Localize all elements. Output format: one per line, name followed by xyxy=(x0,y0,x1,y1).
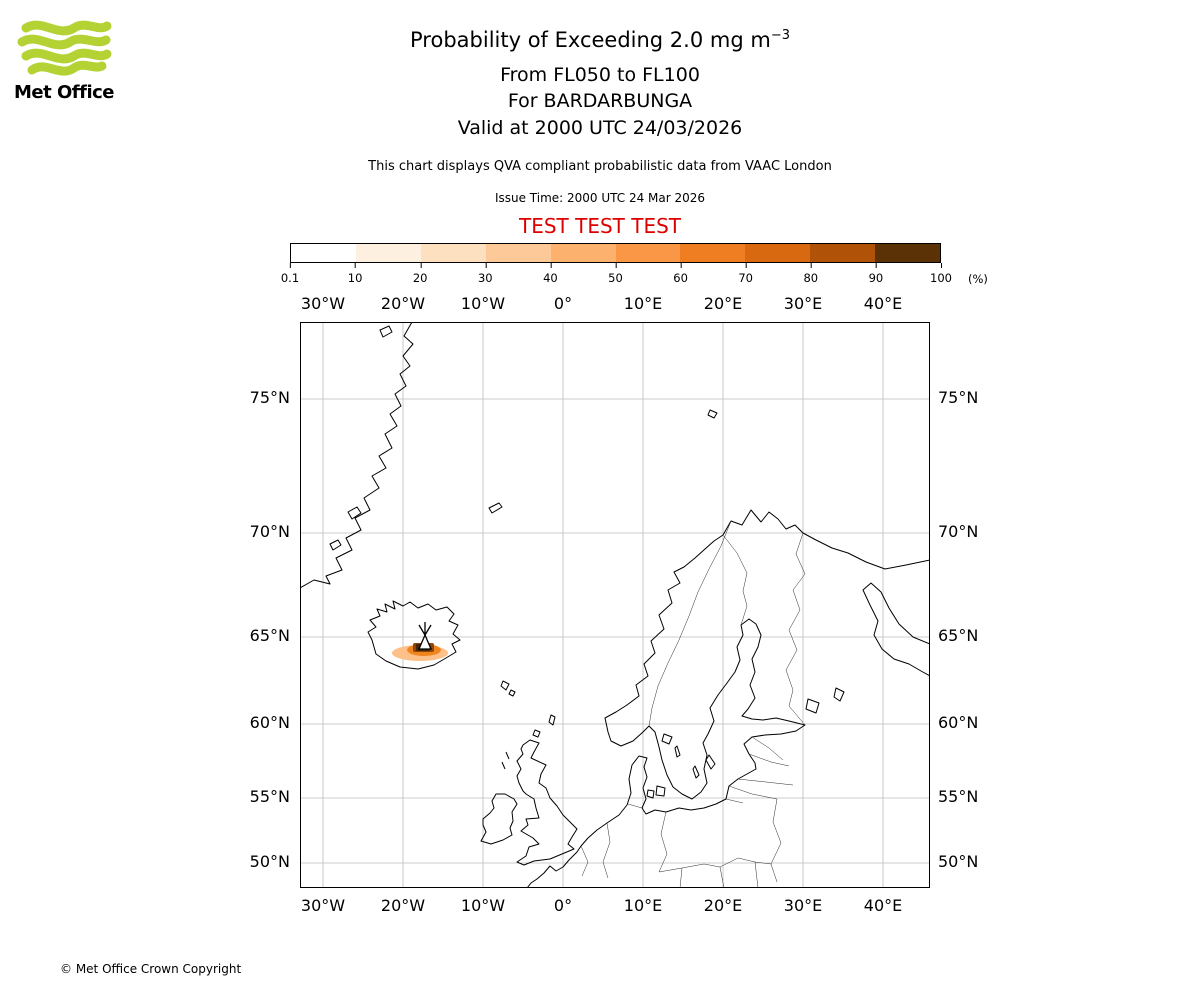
lon-tick-label-bottom: 20°E xyxy=(703,896,743,915)
colorbar-segment xyxy=(550,244,616,262)
greenland-islet xyxy=(329,539,342,551)
coastlines xyxy=(299,321,931,889)
lon-tick-label-top: 20°E xyxy=(703,294,743,313)
lat-tick-label-left: 75°N xyxy=(249,388,290,407)
colorbar-segment xyxy=(745,244,811,262)
lon-tick-label-top: 20°W xyxy=(380,294,426,313)
lon-tick-label-bottom: 30°W xyxy=(300,896,346,915)
lon-tick-label-bottom: 20°W xyxy=(380,896,426,915)
country-borders xyxy=(580,520,806,889)
qva-note: This chart displays QVA compliant probab… xyxy=(368,159,832,174)
colorbar-segment xyxy=(355,244,421,262)
met-office-logo: Met Office xyxy=(14,18,126,103)
gotland-island xyxy=(705,754,716,770)
iceland-coast xyxy=(367,600,461,670)
colorbar-tick-label: 50 xyxy=(608,263,623,285)
test-banner: TEST TEST TEST xyxy=(518,214,681,238)
greenland-islet xyxy=(379,325,393,338)
lat-tick-label-left: 70°N xyxy=(249,522,290,541)
white-sea-coast xyxy=(862,582,931,677)
colorbar-tick-label: 80 xyxy=(803,263,819,285)
logo-waves-icon xyxy=(17,20,112,76)
lat-tick-label-left: 55°N xyxy=(249,787,290,806)
lat-tick-label-right: 65°N xyxy=(938,626,979,645)
colorbar-segment xyxy=(810,244,876,262)
map-area xyxy=(299,321,931,889)
title-superscript: −3 xyxy=(770,28,790,43)
subtitle-volcano: For BARDARBUNGA xyxy=(507,90,693,112)
colorbar-segment xyxy=(615,244,681,262)
colorbar-segment xyxy=(680,244,746,262)
lat-tick-label-left: 65°N xyxy=(249,626,290,645)
colorbar-unit: (%) xyxy=(968,272,988,286)
map-canvas xyxy=(299,321,931,889)
logo-text: Met Office xyxy=(14,82,115,103)
hebrides-islands xyxy=(501,751,510,770)
greenland-islet xyxy=(347,506,362,520)
issue-time: Issue Time: 2000 UTC 24 Mar 2026 xyxy=(494,191,706,205)
volcano-icon xyxy=(418,633,432,650)
colorbar-tick-label: 40 xyxy=(543,263,558,285)
lat-tick-label-right: 60°N xyxy=(938,713,979,732)
colorbar-tick-label: 20 xyxy=(412,263,428,285)
bear-island xyxy=(707,409,718,419)
orkney-islands xyxy=(532,729,541,738)
colorbar-tick-label: 0.1 xyxy=(280,263,300,285)
colorbar-segment xyxy=(485,244,551,262)
jan-mayen-island xyxy=(488,502,503,514)
colorbar-tick-label: 70 xyxy=(738,263,754,285)
subtitle-valid-time: Valid at 2000 UTC 24/03/2026 xyxy=(457,117,743,139)
lon-tick-label-bottom: 10°E xyxy=(623,896,663,915)
colorbar-segment xyxy=(291,244,356,262)
colorbar-tick-label: 60 xyxy=(673,263,688,285)
shetland-islands xyxy=(548,714,556,726)
oland-island xyxy=(692,765,700,779)
lake-onega xyxy=(833,687,845,702)
greenland-coast xyxy=(299,321,414,589)
ireland-coast xyxy=(480,793,518,845)
lon-tick-label-top: 0° xyxy=(553,294,573,313)
faroe-islands xyxy=(500,680,516,697)
colorbar-tick-label: 100 xyxy=(930,263,952,285)
lon-tick-label-top: 30°E xyxy=(783,294,823,313)
colorbar-segment xyxy=(875,244,941,262)
lat-tick-label-right: 55°N xyxy=(938,787,979,806)
colorbar-tick-label: 30 xyxy=(477,263,493,285)
probability-colorbar xyxy=(290,243,941,263)
colorbar-segment xyxy=(420,244,486,262)
lon-tick-label-bottom: 0° xyxy=(553,896,573,915)
subtitle-flight-levels: From FL050 to FL100 xyxy=(500,64,700,86)
page-title: Probability of Exceeding 2.0 mg m−3 xyxy=(0,28,1200,52)
footer-copyright: © Met Office Crown Copyright xyxy=(60,962,242,976)
volcano-marker xyxy=(418,622,432,650)
lat-tick-label-right: 75°N xyxy=(938,388,979,407)
lat-tick-label-right: 70°N xyxy=(938,522,979,541)
scandinavia-europe-coast xyxy=(526,509,931,889)
grid-lines xyxy=(300,322,930,888)
colorbar-tick-labels: 0.1 10 20 30 40 50 60 70 80 90 100 xyxy=(281,263,952,286)
lat-tick-label-left: 50°N xyxy=(249,852,290,871)
funen-island xyxy=(646,789,655,799)
lon-tick-label-top: 30°W xyxy=(300,294,346,313)
colorbar-tick-label: 90 xyxy=(868,263,884,285)
colorbar-tick-label: 10 xyxy=(347,263,363,285)
lon-tick-label-top: 10°W xyxy=(460,294,506,313)
lat-tick-label-right: 50°N xyxy=(938,852,979,871)
map-frame xyxy=(300,322,930,888)
lon-tick-label-bottom: 40°E xyxy=(863,896,903,915)
lake-ladoga xyxy=(805,698,820,714)
lon-tick-label-top: 40°E xyxy=(863,294,903,313)
title-text: Probability of Exceeding 2.0 mg m xyxy=(410,28,771,52)
lake-vanern xyxy=(661,733,673,745)
great-britain-coast xyxy=(516,739,578,866)
lon-tick-label-top: 10°E xyxy=(623,294,663,313)
zealand-island xyxy=(655,785,666,797)
lake-vattern xyxy=(674,745,681,758)
lon-tick-label-bottom: 30°E xyxy=(783,896,823,915)
lat-tick-label-left: 60°N xyxy=(249,713,290,732)
lon-tick-label-bottom: 10°W xyxy=(460,896,506,915)
volcano-eruption-icon xyxy=(418,622,432,636)
